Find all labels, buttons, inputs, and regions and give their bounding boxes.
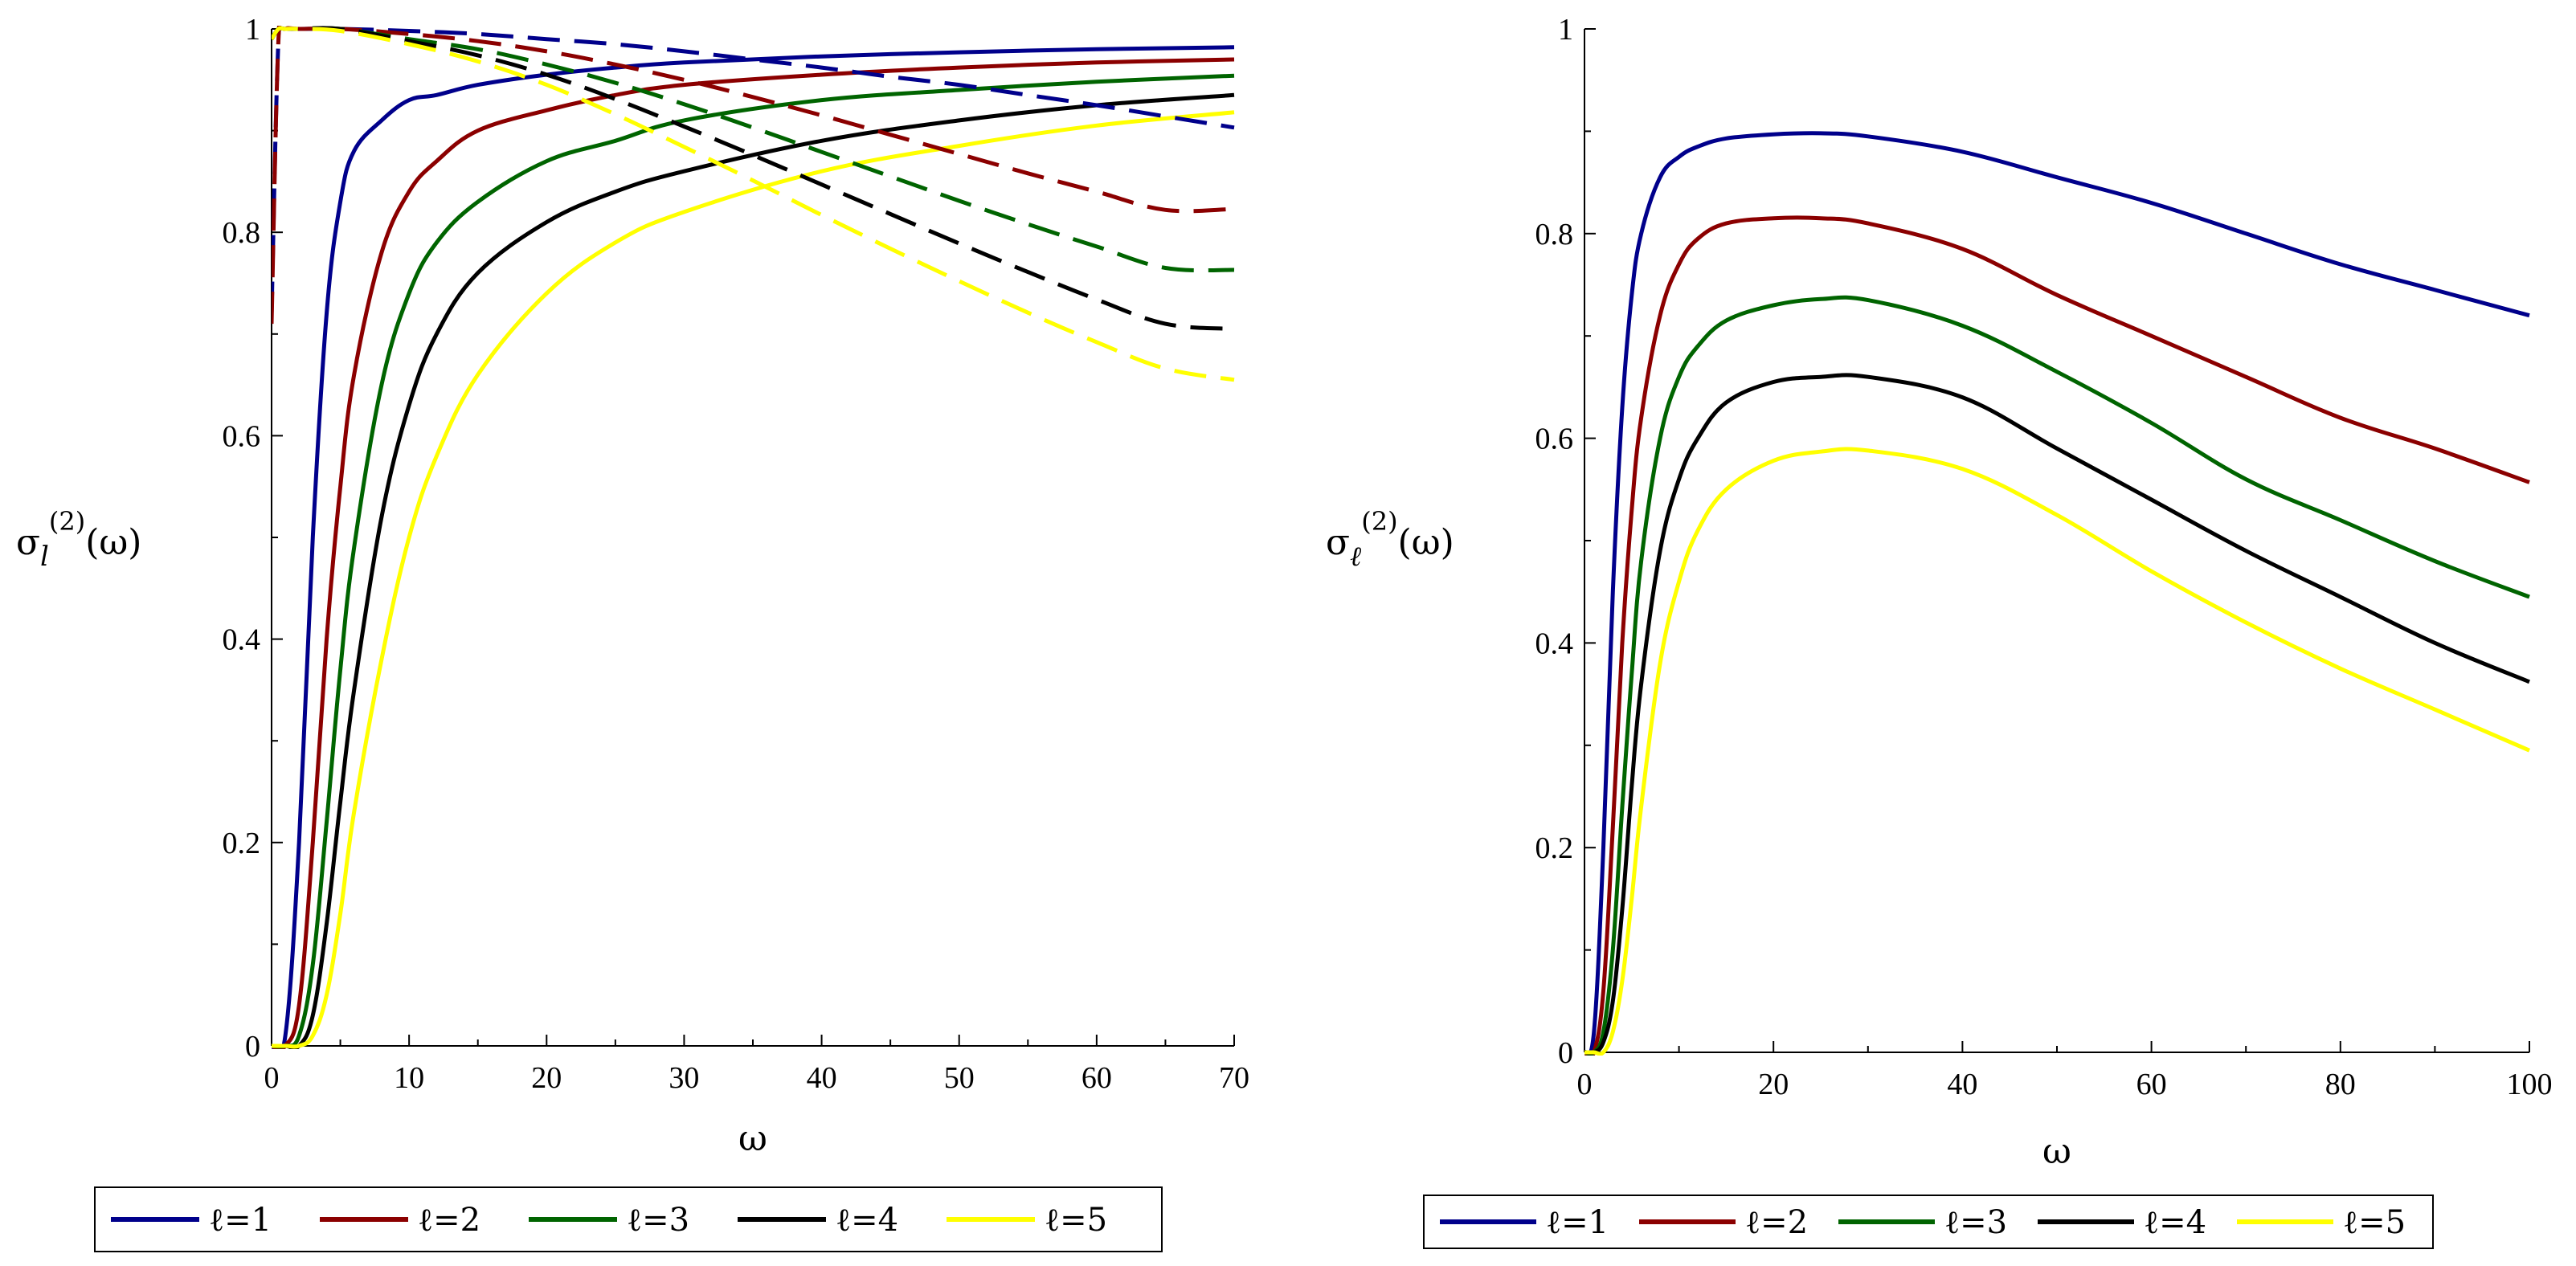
- y-axis-label-sup: (2): [1361, 506, 1397, 537]
- legend: ℓ=1 ℓ=2 ℓ=3 ℓ=4 ℓ=5: [94, 1186, 1163, 1252]
- series-line-solid-4: [1584, 373, 2530, 1056]
- y-axis-label: σℓ(2)(ω): [1326, 506, 1454, 573]
- y-tick-label: 0.6: [223, 419, 261, 453]
- series-line-solid-1: [272, 45, 1235, 1049]
- x-tick-label: 0: [1577, 1068, 1593, 1101]
- legend-label: ℓ=1: [209, 1202, 272, 1239]
- legend-label: ℓ=4: [836, 1202, 898, 1239]
- y-tick-label: 0.8: [223, 216, 261, 250]
- y-axis-label-arg: (ω): [1398, 522, 1454, 563]
- y-tick-label: 0.8: [1535, 218, 1574, 251]
- x-tick-label: 80: [2325, 1068, 2356, 1101]
- series-line-solid-1: [1584, 131, 2530, 1056]
- y-axis-label-arg: (ω): [85, 522, 141, 563]
- y-axis-label-main: σ: [1326, 522, 1350, 563]
- legend-label: ℓ=5: [1045, 1202, 1107, 1239]
- series-line-dashed-9: [272, 26, 1235, 331]
- x-tick-label: 0: [264, 1061, 280, 1095]
- series-line-solid-4: [272, 92, 1235, 1049]
- y-axis-label-sub: l: [40, 541, 49, 573]
- legend-label: ℓ=3: [627, 1202, 689, 1239]
- series-group: [1584, 131, 2530, 1056]
- series-line-dashed-10: [272, 26, 1235, 382]
- x-tick-label: 40: [807, 1061, 837, 1095]
- y-tick-label: 0: [1558, 1036, 1573, 1070]
- legend-label: ℓ=2: [1745, 1204, 1808, 1241]
- x-axis-label: ω: [2042, 1131, 2071, 1172]
- x-tick-label: 60: [2136, 1068, 2167, 1101]
- y-axis-label-main: σ: [16, 522, 40, 563]
- series-line-solid-2: [272, 57, 1235, 1049]
- y-tick-label: 0.2: [223, 827, 261, 860]
- y-axis-label-sub: ℓ: [1350, 541, 1361, 573]
- x-tick-label: 50: [944, 1061, 975, 1095]
- legend-label: ℓ=5: [2343, 1204, 2406, 1241]
- series-line-dashed-6: [272, 26, 1235, 314]
- x-tick-label: 20: [531, 1061, 562, 1095]
- x-tick-label: 20: [1758, 1068, 1789, 1101]
- x-tick-label: 40: [1947, 1068, 1977, 1101]
- x-axis-label: ω: [738, 1118, 767, 1159]
- legend-label: ℓ=1: [1546, 1204, 1609, 1241]
- y-tick-label: 1: [1558, 13, 1573, 47]
- series-line-solid-5: [272, 110, 1235, 1049]
- y-axis-label: σl(2)(ω): [16, 506, 141, 573]
- x-tick-label: 70: [1219, 1061, 1249, 1095]
- y-tick-label: 0.6: [1535, 423, 1574, 456]
- legend-label: ℓ=3: [1944, 1204, 2007, 1241]
- legend-label: ℓ=4: [2144, 1204, 2206, 1241]
- y-tick-label: 0.2: [1535, 831, 1574, 865]
- legend: ℓ=1 ℓ=2 ℓ=3 ℓ=4 ℓ=5: [1423, 1195, 2434, 1249]
- y-tick-label: 1: [245, 13, 260, 47]
- series-group: [272, 26, 1235, 1049]
- y-tick-label: 0: [245, 1030, 260, 1064]
- series-line-solid-3: [1584, 295, 2530, 1056]
- left-chart: 0 10 20 30 40 50 60 70 0 0.2 0.4 0.6 0.8 1 σl(2)(ω) ω ℓ=…: [16, 13, 1249, 1252]
- y-tick-label: 0.4: [1535, 627, 1574, 660]
- series-line-solid-3: [272, 73, 1235, 1049]
- x-tick-label: 30: [669, 1061, 699, 1095]
- series-line-solid-2: [1584, 215, 2530, 1056]
- series-line-dashed-8: [272, 26, 1235, 273]
- y-tick-label: 0.4: [223, 623, 261, 657]
- legend-label: ℓ=2: [418, 1202, 480, 1239]
- x-tick-label: 60: [1082, 1061, 1112, 1095]
- y-axis-label-sup: (2): [49, 506, 85, 537]
- series-line-solid-5: [1584, 447, 2530, 1056]
- x-tick-label: 10: [394, 1061, 424, 1095]
- x-tick-label: 100: [2507, 1068, 2553, 1101]
